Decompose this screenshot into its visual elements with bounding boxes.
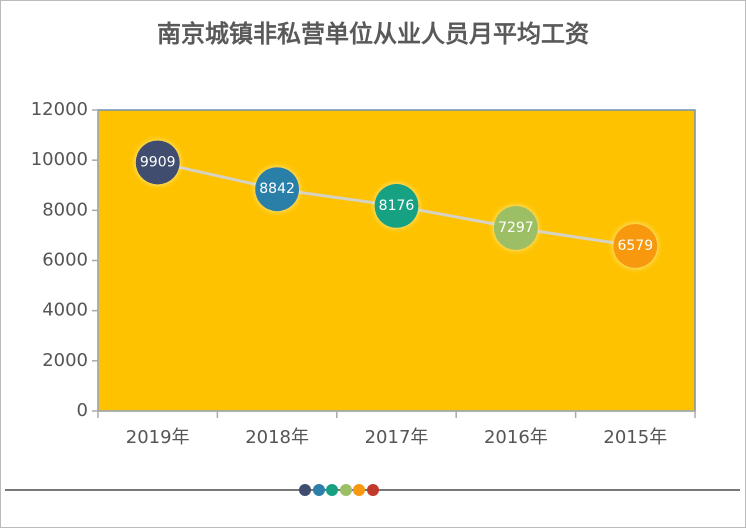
point: [255, 167, 300, 212]
point: [493, 205, 538, 250]
plot-background: [97, 109, 696, 412]
dot: [367, 484, 379, 496]
data-label: 7297: [498, 220, 534, 236]
x-tick-label: 2019年: [126, 427, 190, 448]
point: [613, 223, 658, 268]
data-label: 8176: [379, 198, 415, 214]
x-tick-label: 2015年: [603, 427, 667, 448]
y-tick-label: 4000: [42, 300, 88, 321]
dot: [299, 484, 311, 496]
y-tick-label: 10000: [31, 149, 88, 170]
y-tick-label: 6000: [42, 250, 88, 271]
dot: [326, 484, 338, 496]
data-label: 8842: [259, 181, 295, 197]
y-tick-label: 0: [77, 400, 88, 421]
y-tick-label: 2000: [42, 350, 88, 371]
y-tick-label: 12000: [31, 99, 88, 120]
dot: [353, 484, 365, 496]
footer-dots: [299, 484, 379, 496]
dot: [340, 484, 352, 496]
x-tick-label: 2017年: [365, 427, 429, 448]
x-tick-label: 2016年: [484, 427, 548, 448]
chart-title: 南京城镇非私营单位从业人员月平均工资: [157, 20, 589, 48]
x-tick-label: 2018年: [245, 427, 309, 448]
point: [374, 183, 419, 228]
plot: 0 2000 4000 6000 8000 10000 12000 2019年 2018年 201…: [31, 99, 696, 448]
data-label: 6579: [617, 238, 653, 254]
dot: [313, 484, 325, 496]
point: [135, 140, 180, 185]
y-tick-label: 8000: [42, 199, 88, 220]
data-label: 9909: [140, 154, 176, 170]
